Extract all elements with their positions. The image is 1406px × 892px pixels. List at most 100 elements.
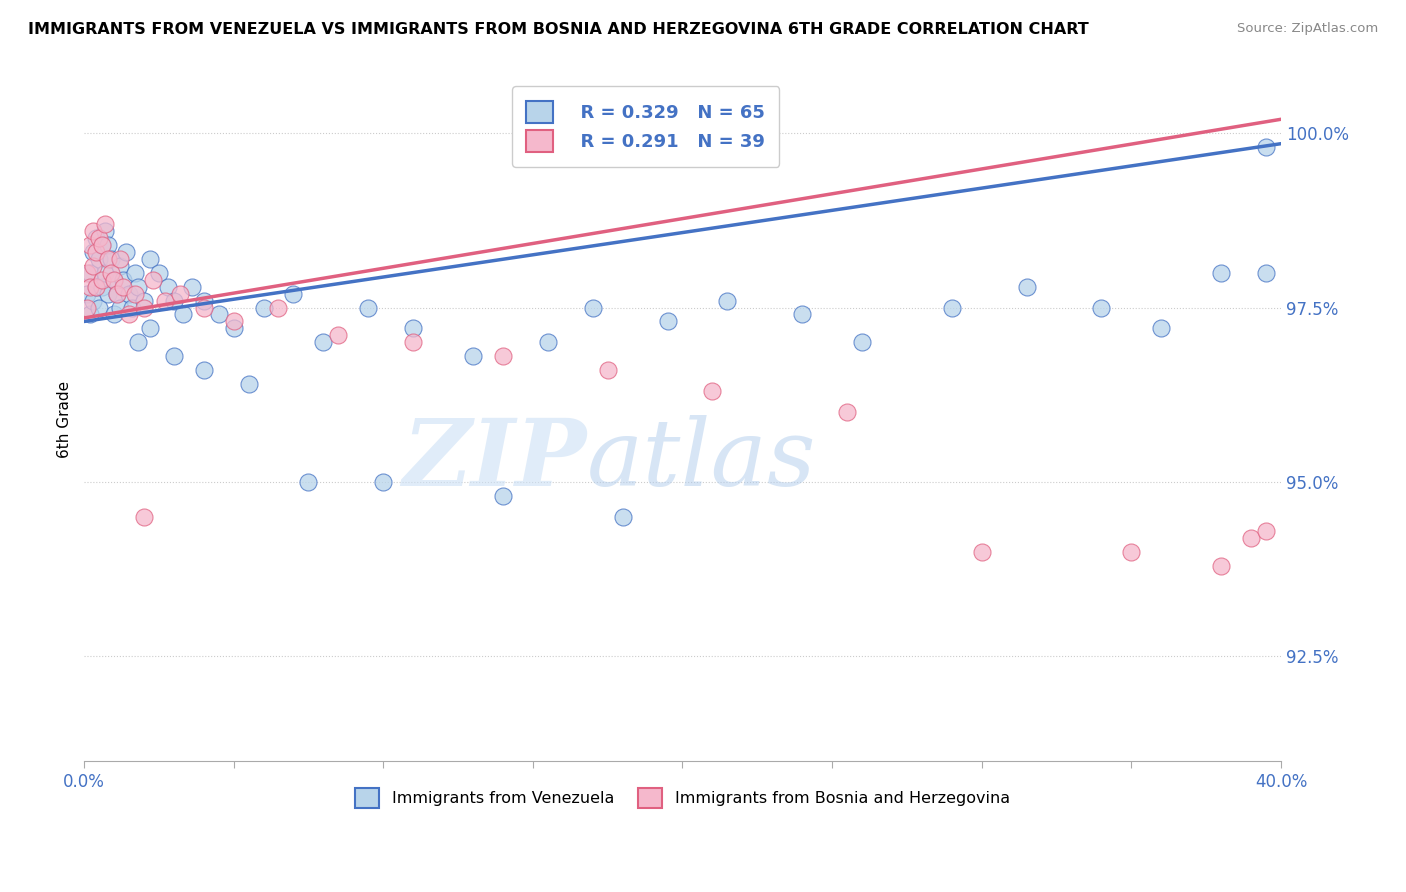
Point — [76, 266, 98, 280]
Point — [702, 384, 724, 399]
Point — [132, 293, 155, 308]
Point — [97, 286, 120, 301]
Point — [596, 363, 619, 377]
Point — [402, 321, 425, 335]
Point — [100, 252, 122, 266]
Point — [108, 252, 131, 266]
Point — [103, 308, 125, 322]
Point — [105, 286, 128, 301]
Point — [87, 252, 110, 266]
Point — [91, 279, 114, 293]
Point — [103, 272, 125, 286]
Y-axis label: 6th Grade: 6th Grade — [58, 381, 72, 458]
Point — [94, 266, 117, 280]
Point — [127, 279, 149, 293]
Point — [94, 224, 117, 238]
Point — [941, 301, 963, 315]
Point — [148, 266, 170, 280]
Point — [373, 475, 395, 489]
Point — [612, 509, 634, 524]
Point — [328, 328, 350, 343]
Point — [108, 301, 131, 315]
Point — [139, 252, 162, 266]
Point — [79, 266, 101, 280]
Point — [252, 301, 274, 315]
Point — [142, 272, 165, 286]
Point — [118, 308, 141, 322]
Point — [461, 349, 484, 363]
Point — [1240, 531, 1263, 545]
Point — [970, 544, 993, 558]
Point — [124, 286, 146, 301]
Point — [82, 244, 104, 259]
Text: IMMIGRANTS FROM VENEZUELA VS IMMIGRANTS FROM BOSNIA AND HERZEGOVINA 6TH GRADE CO: IMMIGRANTS FROM VENEZUELA VS IMMIGRANTS … — [28, 22, 1088, 37]
Point — [84, 231, 107, 245]
Point — [103, 272, 125, 286]
Point — [582, 301, 605, 315]
Legend: Immigrants from Venezuela, Immigrants from Bosnia and Herzegovina: Immigrants from Venezuela, Immigrants fr… — [349, 782, 1017, 814]
Point — [79, 237, 101, 252]
Text: atlas: atlas — [586, 415, 817, 505]
Point — [111, 272, 134, 286]
Point — [91, 272, 114, 286]
Point — [105, 286, 128, 301]
Point — [97, 252, 120, 266]
Point — [132, 301, 155, 315]
Point — [76, 301, 98, 315]
Point — [312, 335, 335, 350]
Point — [193, 301, 215, 315]
Point — [492, 489, 515, 503]
Point — [111, 279, 134, 293]
Point — [121, 301, 143, 315]
Point — [118, 286, 141, 301]
Point — [1015, 279, 1038, 293]
Point — [115, 244, 138, 259]
Point — [297, 475, 319, 489]
Point — [716, 293, 738, 308]
Point — [1150, 321, 1173, 335]
Point — [1209, 266, 1232, 280]
Point — [169, 286, 191, 301]
Point — [208, 308, 231, 322]
Point — [267, 301, 290, 315]
Point — [127, 335, 149, 350]
Point — [108, 259, 131, 273]
Point — [79, 308, 101, 322]
Point — [180, 279, 202, 293]
Point — [357, 301, 380, 315]
Point — [76, 286, 98, 301]
Point — [87, 301, 110, 315]
Point — [153, 293, 176, 308]
Point — [222, 321, 245, 335]
Point — [835, 405, 858, 419]
Point — [97, 237, 120, 252]
Point — [84, 244, 107, 259]
Point — [79, 279, 101, 293]
Point — [84, 279, 107, 293]
Text: ZIP: ZIP — [402, 415, 586, 505]
Point — [1209, 558, 1232, 573]
Point — [1090, 301, 1112, 315]
Point — [84, 279, 107, 293]
Point — [238, 377, 260, 392]
Point — [100, 266, 122, 280]
Point — [91, 237, 114, 252]
Point — [537, 335, 560, 350]
Point — [851, 335, 873, 350]
Point — [156, 279, 179, 293]
Text: Source: ZipAtlas.com: Source: ZipAtlas.com — [1237, 22, 1378, 36]
Point — [139, 321, 162, 335]
Point — [1254, 266, 1277, 280]
Point — [87, 231, 110, 245]
Point — [402, 335, 425, 350]
Point — [94, 217, 117, 231]
Point — [193, 293, 215, 308]
Point — [91, 237, 114, 252]
Point — [222, 314, 245, 328]
Point — [492, 349, 515, 363]
Point — [163, 349, 186, 363]
Point — [1254, 140, 1277, 154]
Point — [1121, 544, 1143, 558]
Point — [792, 308, 814, 322]
Point — [82, 224, 104, 238]
